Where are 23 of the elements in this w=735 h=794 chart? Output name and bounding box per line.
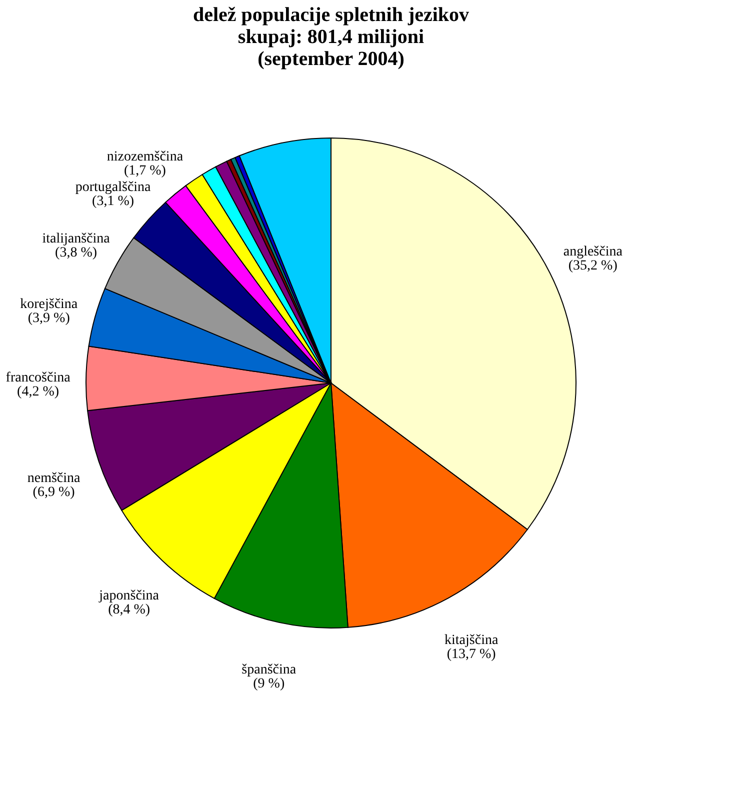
slice-label: nizozemščina <box>106 150 184 165</box>
slice-label: japonščina <box>98 588 160 604</box>
data-label: (6,9 %) <box>32 484 76 500</box>
data-label: (1,7 %) <box>124 164 166 179</box>
slice-label: korejščina <box>20 296 78 312</box>
data-label: (13,7 %) <box>446 647 496 662</box>
slice-label: francoščina <box>6 370 72 386</box>
data-label: (3,9 %) <box>28 310 70 326</box>
slice-label: portugalščina <box>75 180 152 196</box>
data-label: (9 %) <box>253 676 285 692</box>
text: (september 2004) <box>258 48 404 70</box>
data-label: (3,1 %) <box>92 194 134 210</box>
slice-label: kitajščina <box>444 633 499 648</box>
slice-label: nemščina <box>27 470 82 486</box>
data-label: (35,2 %) <box>568 258 618 274</box>
data-label: (8,4 %) <box>108 602 150 618</box>
slice-label: italijanščina <box>42 232 111 247</box>
slice-label: angleščina <box>563 244 624 260</box>
data-label: (3,8 %) <box>55 246 98 261</box>
slice-label: španščina <box>242 662 297 678</box>
text: skupaj: 801,4 milijoni <box>238 26 424 48</box>
data-label: (4,2 %) <box>17 384 60 400</box>
text: delež populacije spletnih jezikov <box>192 4 470 26</box>
